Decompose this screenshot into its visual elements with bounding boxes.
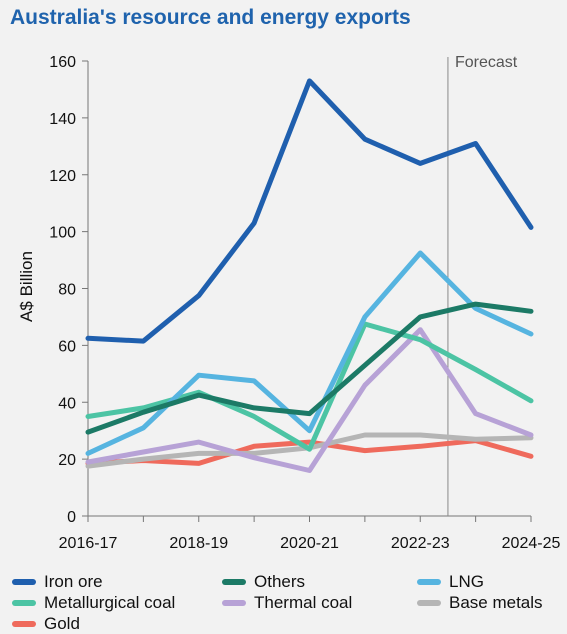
y-tick-label: 60	[58, 338, 76, 355]
series-line-thermal-coal	[85, 327, 534, 473]
series-line-iron-ore	[85, 78, 534, 344]
axes: 0 20 40 60 80 100 120 140 160 2016-17 2018-19 2020-…	[17, 54, 560, 552]
series-line-metallurgical-coal	[85, 321, 534, 452]
series-lines	[85, 78, 534, 473]
chart-title: Australia's resource and energy exports	[10, 6, 411, 29]
forecast-annotation: Forecast	[447, 54, 518, 516]
x-tick-label: 2018-19	[169, 535, 228, 552]
y-axis-label: A$ Billion	[17, 251, 36, 322]
x-tick-label: 2024-25	[502, 535, 561, 552]
series-line-others	[85, 301, 534, 435]
y-tick-label: 20	[58, 452, 76, 469]
series-line-gold	[85, 438, 534, 466]
y-tick-label: 120	[49, 168, 76, 185]
y-tick-label: 140	[49, 111, 76, 128]
y-tick-label: 0	[67, 509, 76, 526]
y-tick-label: 100	[49, 225, 76, 242]
forecast-label: Forecast	[455, 54, 518, 71]
y-tick-label: 80	[58, 282, 76, 299]
x-tick-label: 2020-21	[280, 535, 339, 552]
y-tick-label: 40	[58, 395, 76, 412]
x-tick-label: 2016-17	[59, 535, 118, 552]
x-tick-label: 2022-23	[391, 535, 450, 552]
y-tick-label: 160	[49, 54, 76, 71]
series-line-lng	[85, 250, 534, 456]
